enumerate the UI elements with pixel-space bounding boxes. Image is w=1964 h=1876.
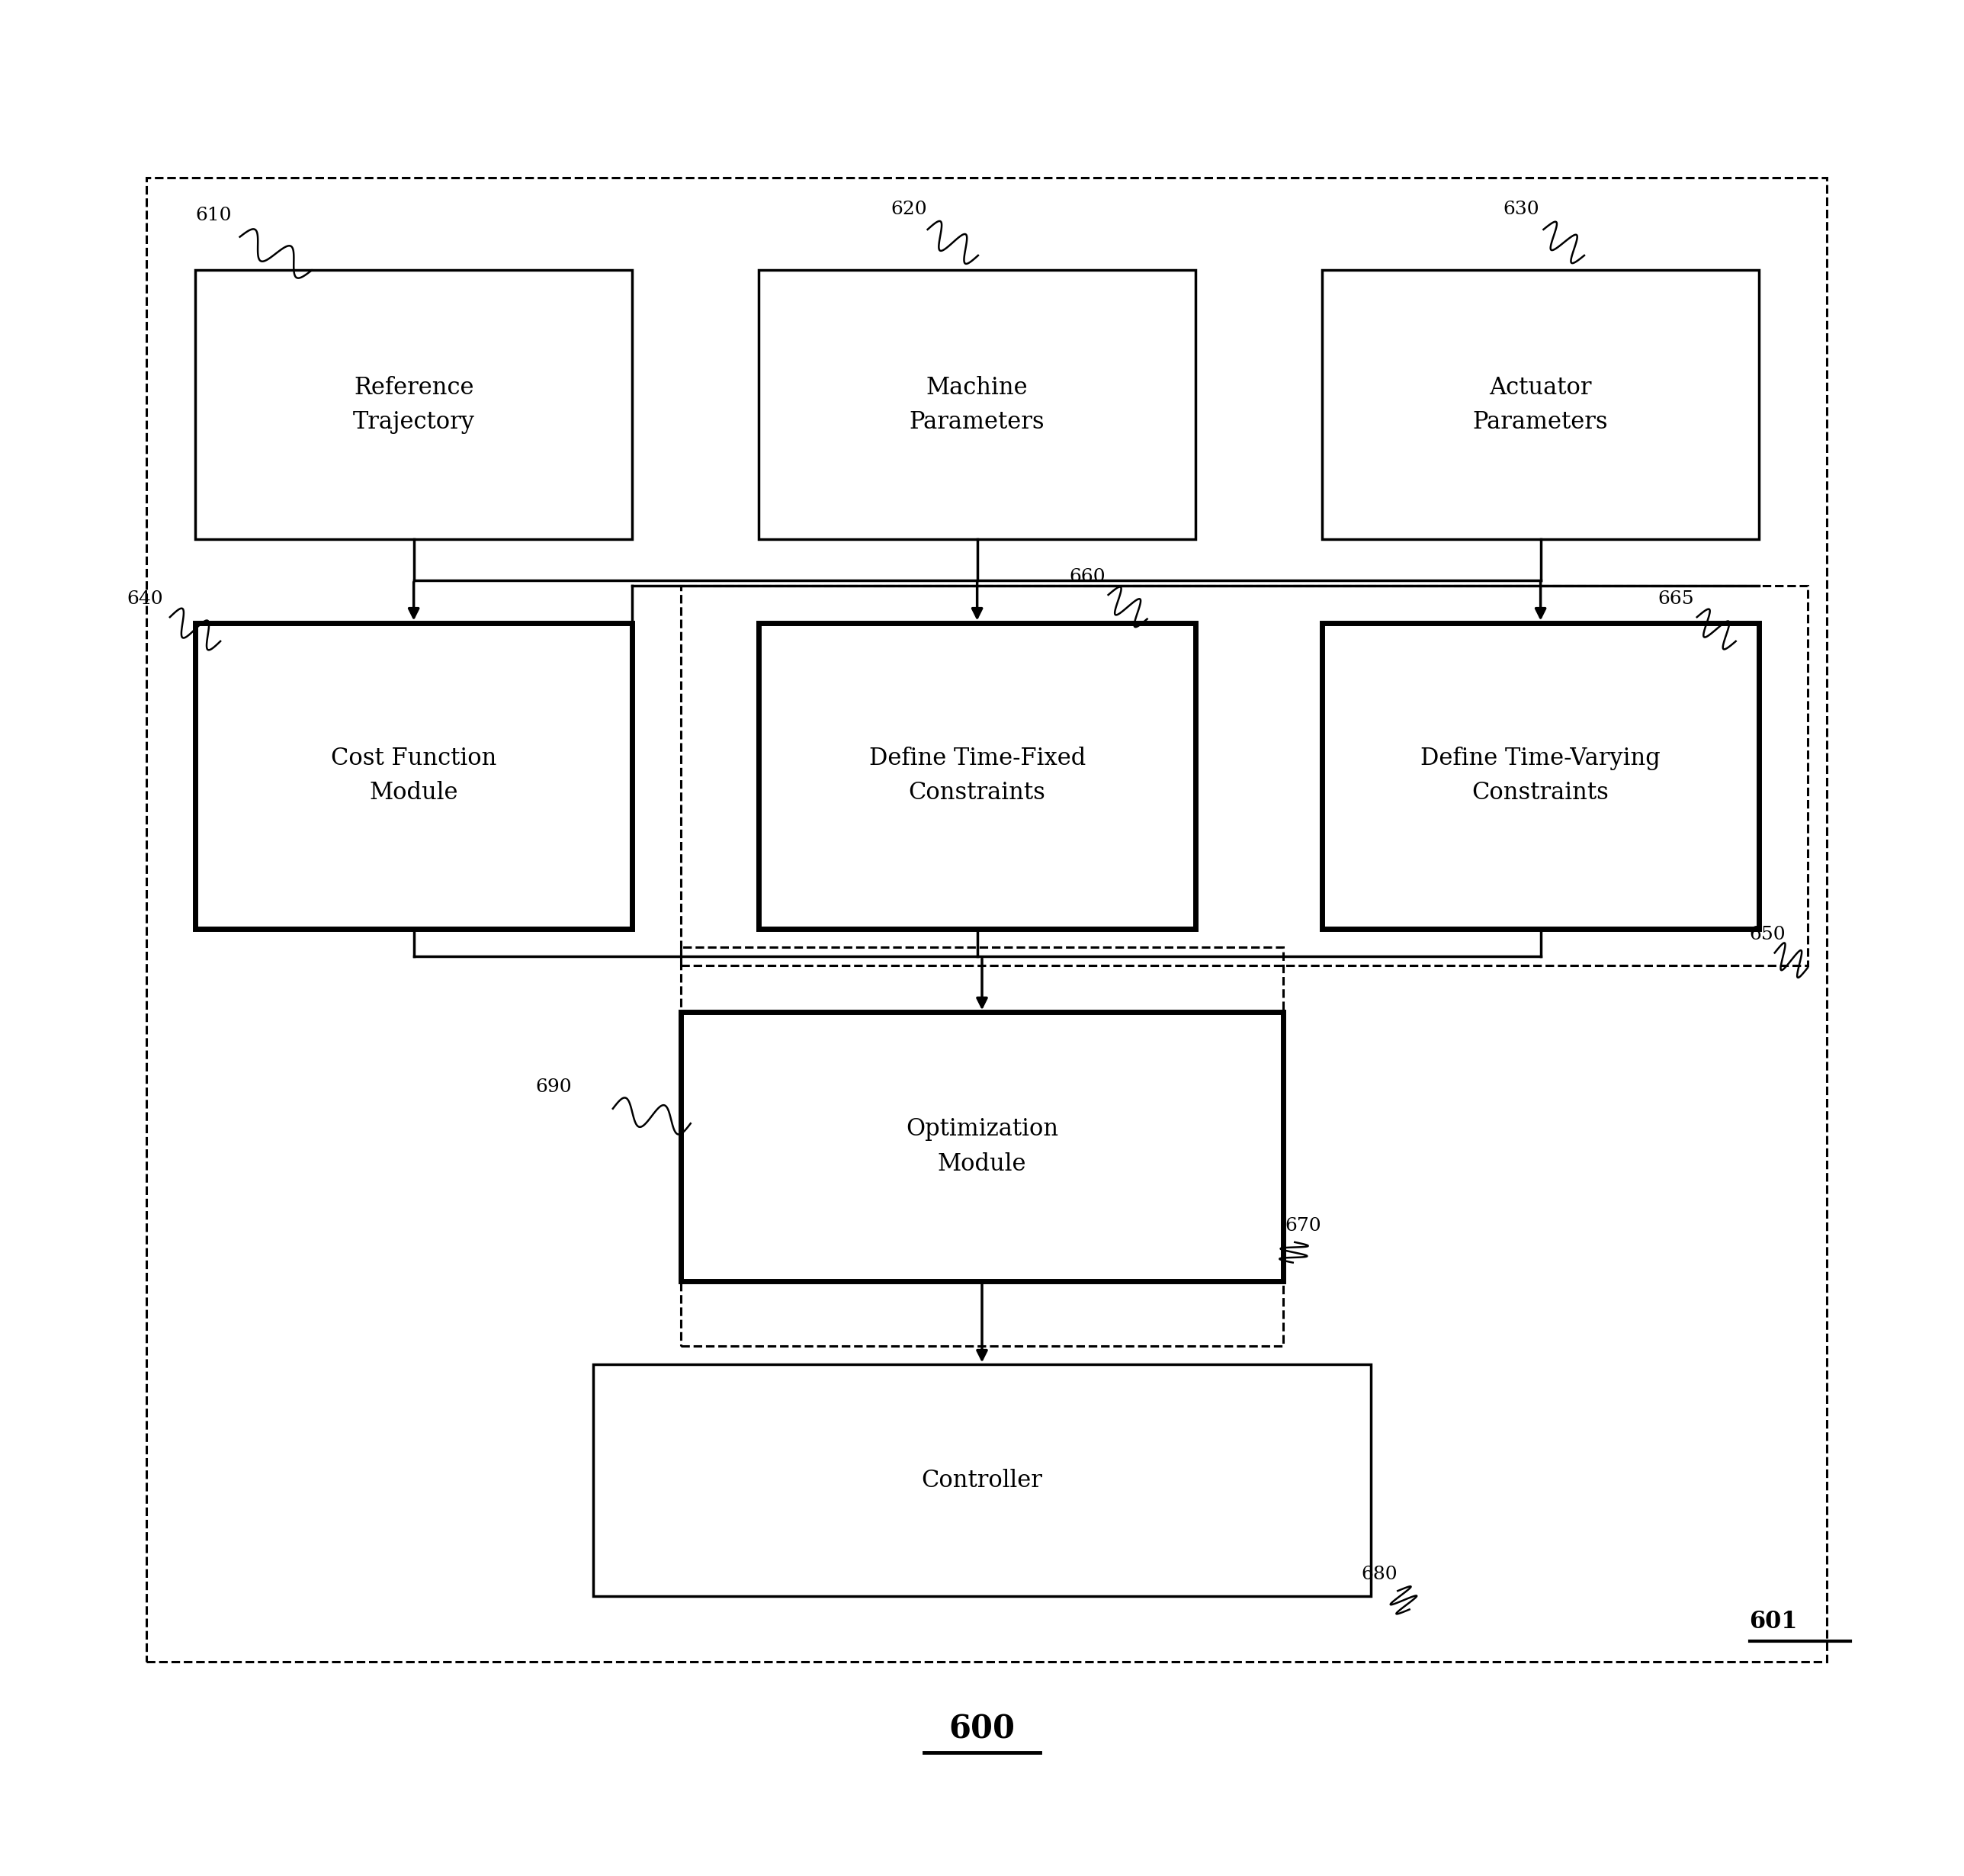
Text: Controller: Controller bbox=[921, 1469, 1043, 1491]
Text: Define Time-Fixed
Constraints: Define Time-Fixed Constraints bbox=[868, 747, 1086, 805]
Text: 601: 601 bbox=[1750, 1610, 1797, 1634]
FancyBboxPatch shape bbox=[758, 270, 1196, 538]
Text: 650: 650 bbox=[1750, 927, 1785, 944]
Text: 680: 680 bbox=[1361, 1566, 1396, 1583]
Text: 630: 630 bbox=[1502, 201, 1540, 218]
FancyBboxPatch shape bbox=[1322, 270, 1760, 538]
FancyBboxPatch shape bbox=[682, 1013, 1282, 1281]
Text: 670: 670 bbox=[1284, 1218, 1322, 1234]
Text: Machine
Parameters: Machine Parameters bbox=[909, 375, 1045, 433]
FancyBboxPatch shape bbox=[194, 270, 632, 538]
Text: 600: 600 bbox=[949, 1713, 1015, 1745]
FancyBboxPatch shape bbox=[1322, 623, 1760, 929]
Text: 640: 640 bbox=[128, 591, 163, 608]
FancyBboxPatch shape bbox=[758, 623, 1196, 929]
Text: Reference
Trajectory: Reference Trajectory bbox=[354, 375, 475, 433]
Text: Optimization
Module: Optimization Module bbox=[905, 1118, 1059, 1176]
FancyBboxPatch shape bbox=[593, 1364, 1371, 1596]
Text: Define Time-Varying
Constraints: Define Time-Varying Constraints bbox=[1420, 747, 1660, 805]
Text: 690: 690 bbox=[534, 1079, 572, 1096]
Text: 620: 620 bbox=[892, 201, 927, 218]
Text: 660: 660 bbox=[1070, 568, 1106, 585]
FancyBboxPatch shape bbox=[194, 623, 632, 929]
Text: Actuator
Parameters: Actuator Parameters bbox=[1473, 375, 1609, 433]
Text: Cost Function
Module: Cost Function Module bbox=[330, 747, 497, 805]
Text: 610: 610 bbox=[194, 206, 232, 223]
Text: 665: 665 bbox=[1658, 591, 1695, 608]
